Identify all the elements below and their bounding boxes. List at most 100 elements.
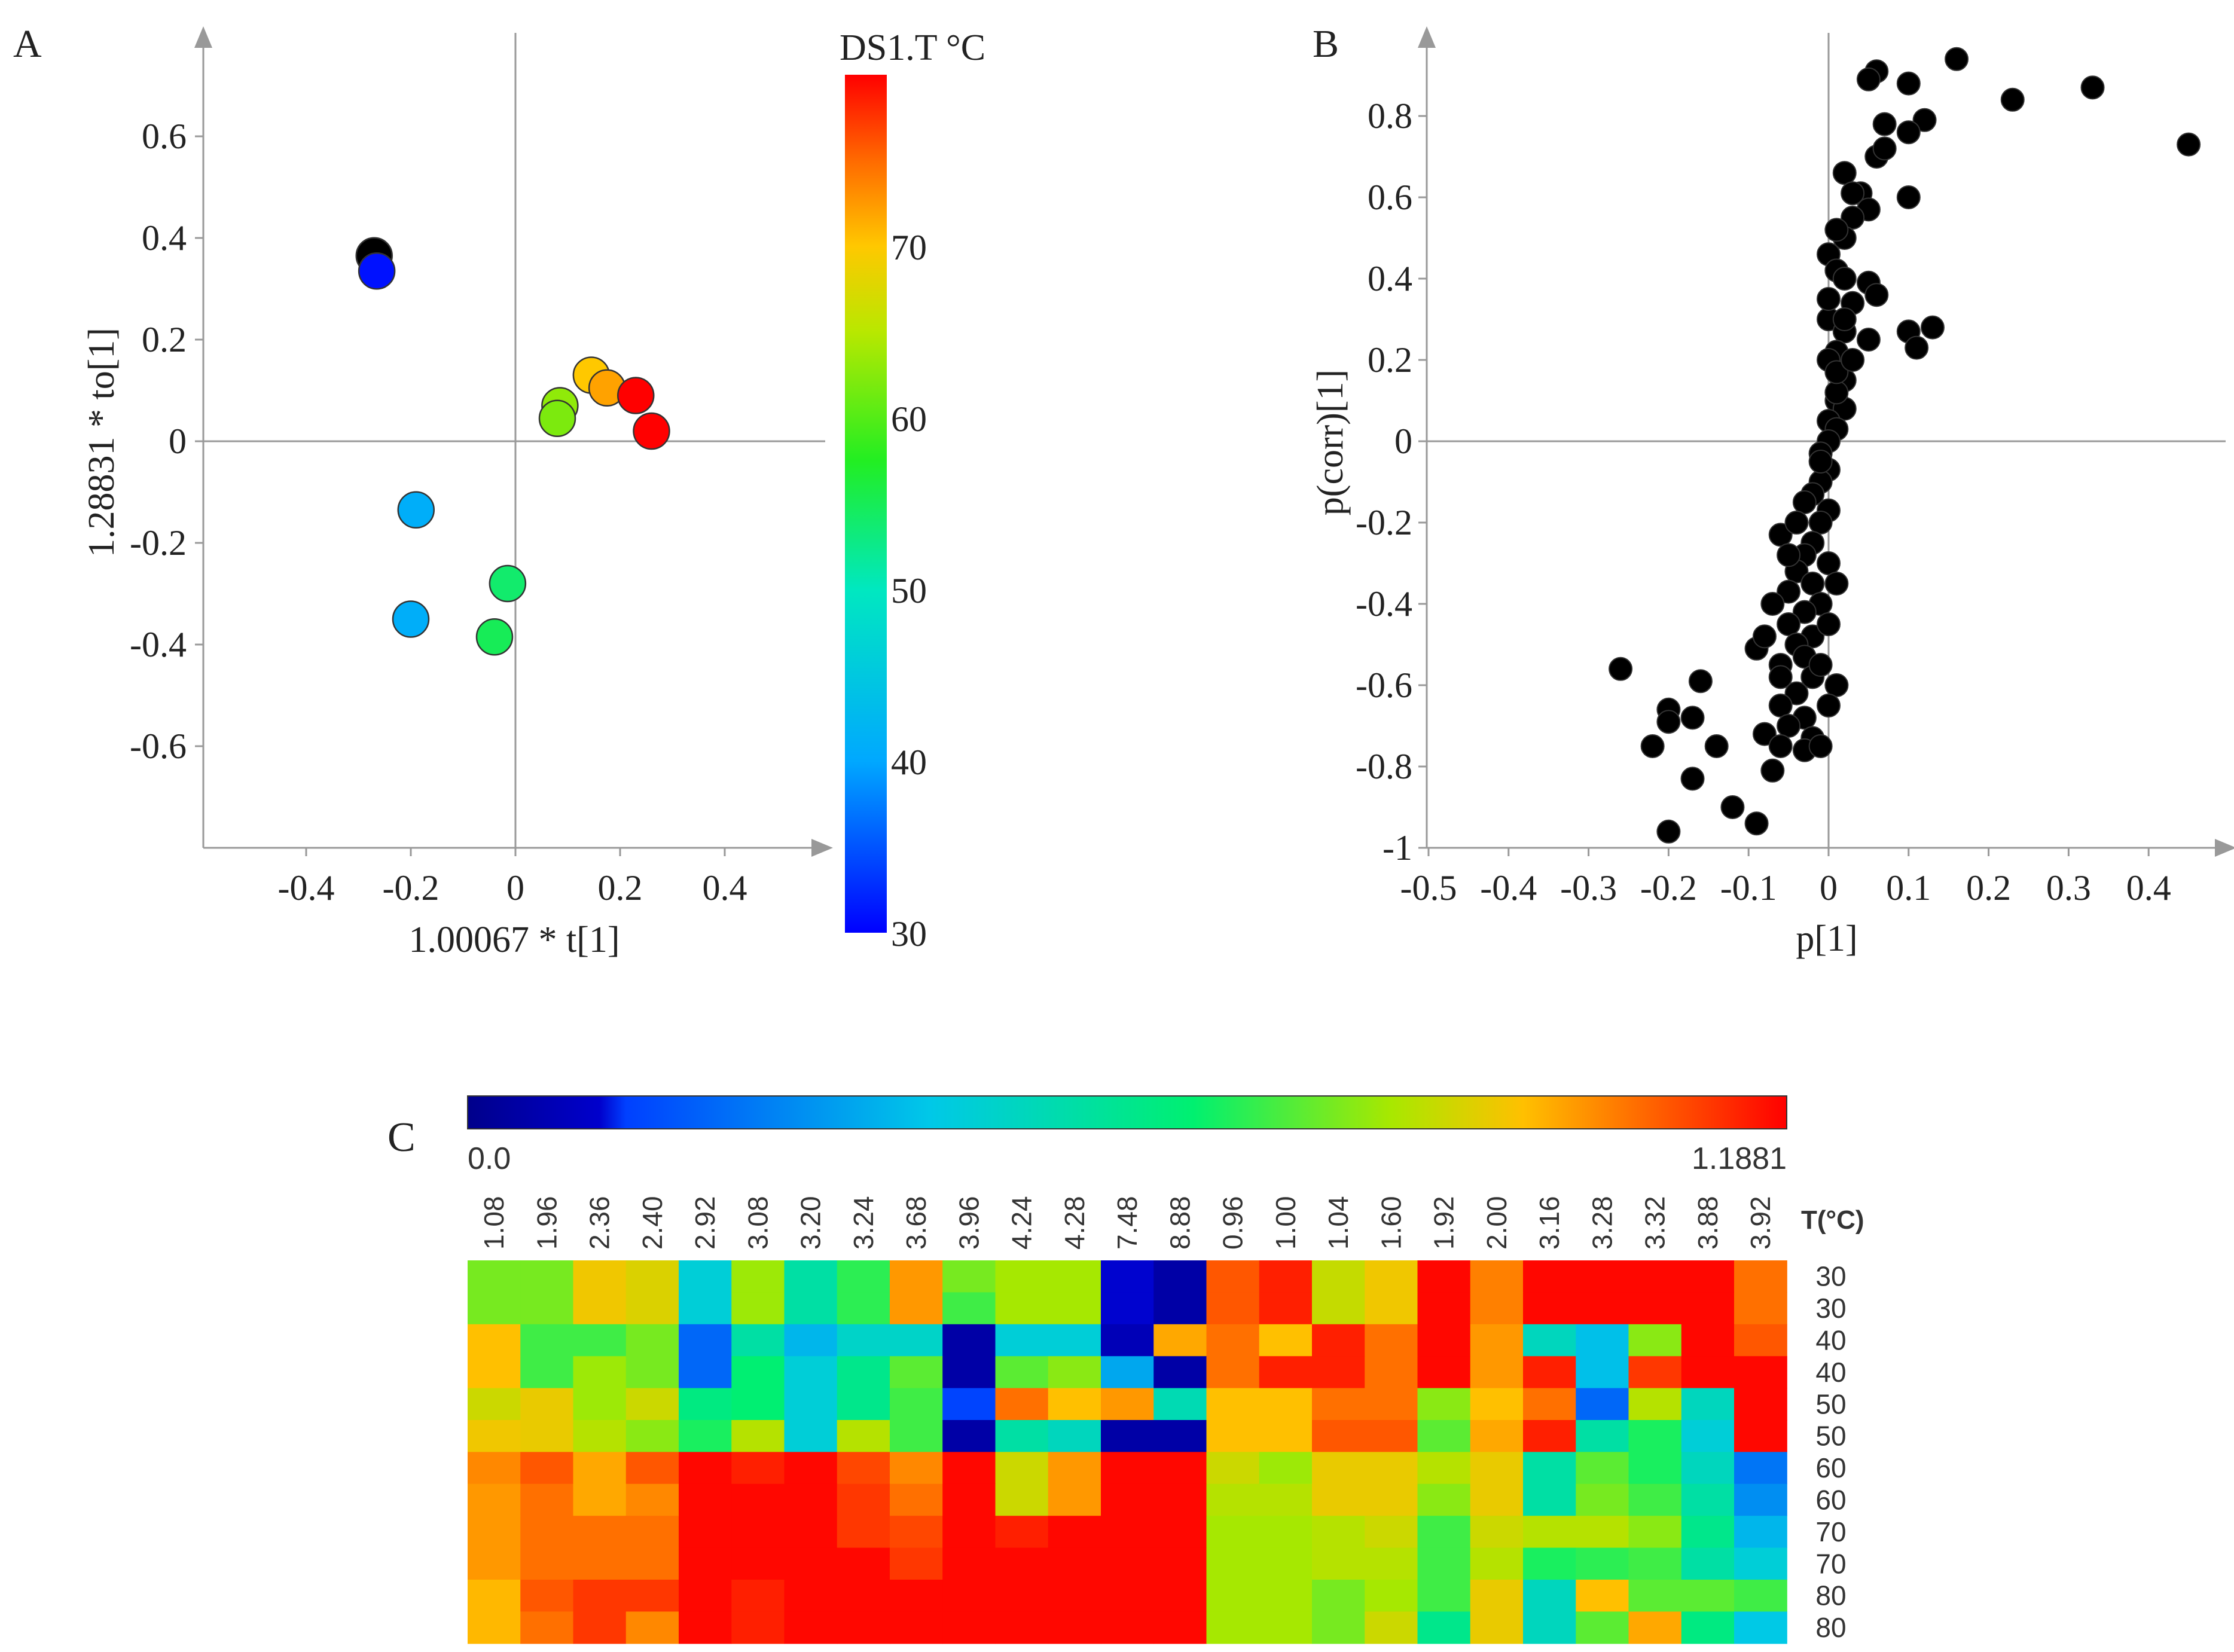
panel-c-cell	[995, 1356, 1049, 1389]
panel-c-cell	[837, 1516, 890, 1549]
panel-c-cell	[520, 1260, 574, 1293]
panel-c-row-label: 30	[1815, 1261, 1846, 1292]
panel-a-x-tick-label: 0	[506, 868, 524, 908]
panel-b-y-label: p(corr)[1]	[1310, 370, 1351, 515]
panel-b-point	[1872, 136, 1897, 161]
panel-c-cell	[784, 1452, 838, 1485]
panel-c-cell	[468, 1452, 521, 1485]
panel-c-cell	[1628, 1483, 1682, 1516]
panel-a-x-tick-label: -0.4	[278, 868, 335, 908]
panel-c-cell	[625, 1260, 679, 1293]
panel-b-x-tick-label: 0.3	[2046, 868, 2091, 908]
panel-c-cell	[1206, 1420, 1260, 1452]
panel-c-cell	[573, 1260, 627, 1293]
panel-c-cells	[468, 1260, 1787, 1644]
panel-b-point	[1896, 71, 1921, 96]
panel-b-x-tick-label: 0.4	[2126, 868, 2171, 908]
panel-b-point	[1920, 315, 1945, 340]
panel-b-x-ticks: -0.5 -0.4 -0.3 -0.2 -0.1 0 0.1 0.2 0.3 0.4	[1400, 848, 2171, 908]
panel-b-x-tick-label: -0.5	[1400, 868, 1457, 908]
panel-c-cell	[890, 1324, 943, 1357]
panel-c-cell	[520, 1483, 574, 1516]
panel-c-cell	[679, 1483, 732, 1516]
panel-c-cell	[1681, 1547, 1735, 1580]
panel-c-cell	[679, 1611, 732, 1644]
panel-c-cell	[520, 1547, 574, 1580]
panel-b-point	[1792, 490, 1817, 514]
panel-c-cell	[1734, 1420, 1787, 1452]
panel-b-y-tick-label: 0.6	[1368, 178, 1412, 217]
panel-c-cell	[1048, 1611, 1101, 1644]
panel-c-cell	[1312, 1324, 1365, 1357]
panel-c-cell	[1206, 1388, 1260, 1421]
panel-c-cell	[468, 1260, 521, 1293]
panel-a-colorbar-tick-label: 30	[891, 914, 927, 954]
panel-c-cell	[1417, 1324, 1471, 1357]
panel-b-point	[1768, 734, 1793, 758]
panel-c-cell	[1523, 1324, 1576, 1357]
panel-c-cell	[1101, 1324, 1154, 1357]
panel-c-cell	[1523, 1483, 1576, 1516]
panel-c-cell	[837, 1292, 890, 1325]
panel-c-cell	[1628, 1580, 1682, 1612]
panel-c-cell	[1628, 1324, 1682, 1357]
panel-c-cell	[1628, 1388, 1682, 1421]
panel-b-y-ticks: 0.8 0.6 0.4 0.2 0 -0.2 -0.4 -0.6 -0.8 -1	[1356, 96, 1427, 868]
panel-c-cell	[837, 1324, 890, 1357]
panel-c-column-label: 1.96	[531, 1196, 562, 1250]
panel-b-point	[1784, 681, 1809, 706]
panel-c-cell	[1365, 1292, 1418, 1325]
panel-c-cell	[784, 1388, 838, 1421]
panel-c-cell	[1206, 1580, 1260, 1612]
panel-c-cell	[520, 1580, 574, 1612]
panel-a-y-tick-label: 0.2	[142, 320, 187, 359]
panel-a-x-tick-label: 0.4	[703, 868, 747, 908]
panel-c-column-label: 3.32	[1640, 1196, 1671, 1250]
panel-b-point	[1905, 335, 1929, 360]
panel-c-row-label: 30	[1815, 1293, 1846, 1324]
panel-c-cell	[1153, 1420, 1207, 1452]
panel-b-point	[1768, 523, 1793, 547]
panel-c-row-label: 50	[1815, 1388, 1846, 1419]
panel-c-cell	[1101, 1260, 1154, 1293]
panel-b-x-tick-label: 0.1	[1886, 868, 1931, 908]
panel-c-cell	[1734, 1324, 1787, 1357]
panel-c-cell	[1312, 1356, 1365, 1389]
panel-a-points	[355, 237, 670, 656]
panel-c-cell	[520, 1420, 574, 1452]
panel-c-cell	[1365, 1516, 1418, 1549]
panel-c-cell	[1628, 1547, 1682, 1580]
panel-c-cell	[1523, 1547, 1576, 1580]
panel-c-cell	[1470, 1483, 1524, 1516]
panel-c-cell	[731, 1292, 785, 1325]
panel-c-cell	[625, 1420, 679, 1452]
panel-b-point	[1777, 612, 1801, 636]
panel-b-point	[1824, 218, 1849, 242]
panel-c-cell	[1153, 1516, 1207, 1549]
panel-c-cell	[1206, 1547, 1260, 1580]
panel-c-cell	[1206, 1324, 1260, 1357]
panel-c-cell	[731, 1324, 785, 1357]
panel-c-cell	[1101, 1516, 1154, 1549]
panel-c-cell	[1101, 1483, 1154, 1516]
panel-c-cell	[837, 1452, 890, 1485]
panel-c-cell	[1153, 1483, 1207, 1516]
panel-c-cell	[1470, 1452, 1524, 1485]
panel-a-x-tick-label: 0.2	[598, 868, 643, 908]
panel-c-cell	[1101, 1388, 1154, 1421]
panel-b-point	[1656, 819, 1681, 844]
panel-c-cell	[995, 1420, 1049, 1452]
panel-c-cell	[573, 1324, 627, 1357]
panel-c-cell	[837, 1388, 890, 1421]
panel-c-cell	[995, 1611, 1049, 1644]
panel-c-cell	[573, 1611, 627, 1644]
panel-c-cell	[784, 1324, 838, 1357]
panel-b-point	[1824, 673, 1849, 697]
panel-c-cell	[890, 1356, 943, 1389]
panel-a-y-tick-label: 0	[169, 422, 187, 461]
panel-b-point	[1720, 795, 1745, 819]
panel-c-cell	[1628, 1420, 1682, 1452]
panel-c-column-labels: 1.08 1.96 2.36 2.40 2.92 3.08 3.20 3.24 3.68 3.96…	[478, 1196, 1776, 1250]
panel-c-cell	[573, 1388, 627, 1421]
